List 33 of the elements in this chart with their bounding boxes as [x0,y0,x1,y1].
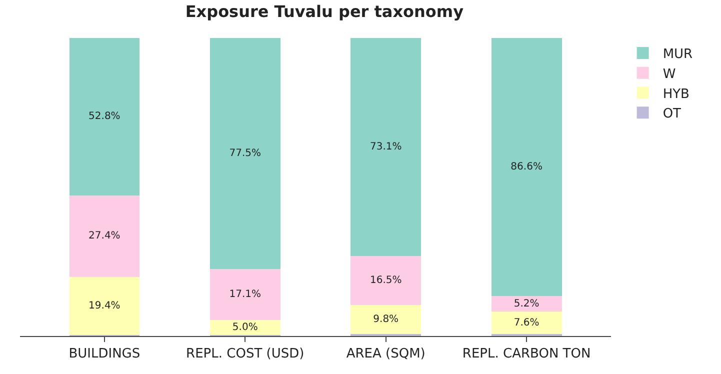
bar [491,296,562,312]
legend-label: HYB [662,86,690,102]
data-label: 52.8% [88,111,120,122]
bar [69,195,140,277]
data-label: 5.2% [514,298,540,310]
bar [210,268,280,320]
data-label: 86.6% [510,162,542,173]
bar [69,277,140,335]
data-label: 73.1% [370,141,402,152]
x-tick-label: REPL. CARBON TON [462,346,591,362]
data-label: 9.8% [373,314,399,326]
bar [350,256,422,306]
data-label: 16.5% [370,274,402,286]
data-label: 5.0% [232,322,258,333]
x-tick-label: BUILDINGS [68,346,140,362]
legend-label: OT [662,106,682,122]
x-tick-label: REPL. COST (USD) [186,346,304,362]
bar [210,38,280,269]
bar [69,38,140,196]
data-label: 7.6% [514,317,540,328]
data-label: 19.4% [88,300,120,312]
x-tick-label: AREA (SQM) [346,346,426,362]
bar [210,320,280,335]
legend-label: W [662,66,676,82]
legend-label: MUR [662,47,693,62]
bar [491,312,562,334]
bar [350,38,422,256]
data-label: 77.5% [229,148,262,159]
bar [350,305,422,334]
data-label: 27.4% [88,230,120,242]
data-label: 17.1% [229,288,262,300]
bar [491,38,562,296]
chart-title: Exposure Tuvalu per taxonomy [185,2,464,21]
